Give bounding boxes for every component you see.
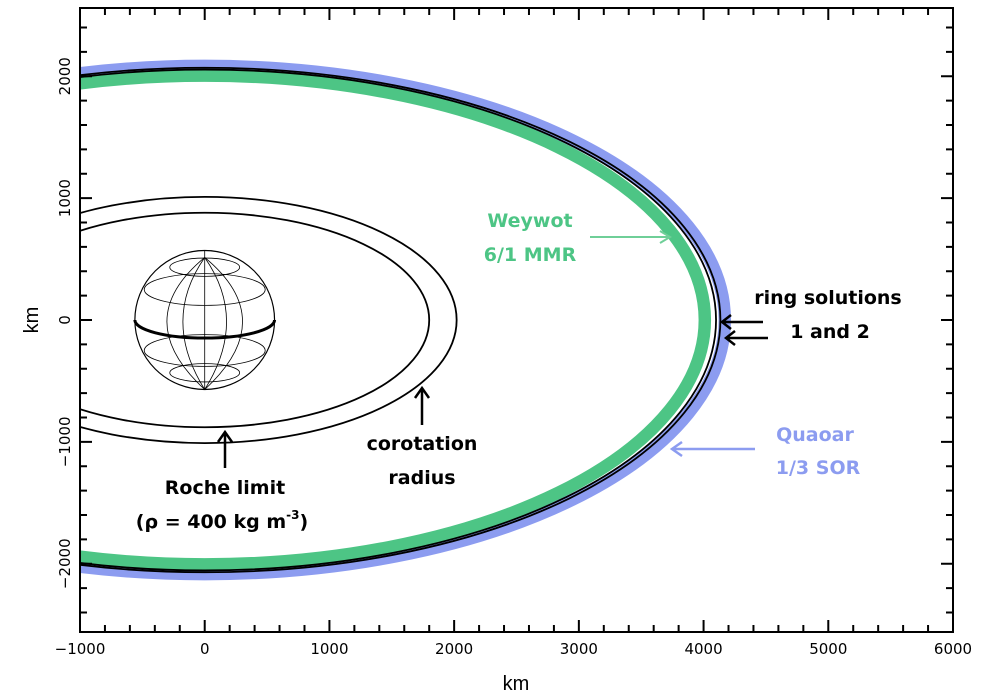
meridian-line — [204, 257, 227, 390]
ring-solution-1-arrow-icon — [719, 314, 763, 330]
corotation-label-2: radius — [388, 467, 455, 489]
ring-solution-2-arrow-icon — [723, 330, 768, 346]
ring-solutions-annotation: ring solutions 1 and 2 — [719, 287, 902, 346]
y-axis-label: km — [21, 307, 43, 334]
quaoar-annotation: Quaoar 1/3 SOR — [669, 424, 861, 479]
ring-solutions-label-2: 1 and 2 — [790, 321, 870, 343]
roche-annotation: Roche limit (ρ = 400 kg m-3) — [136, 429, 308, 533]
roche-density-label: (ρ = 400 kg m-3) — [136, 508, 308, 533]
y-tick-label: −2000 — [56, 538, 74, 589]
weywot-label: Weywot — [487, 210, 572, 232]
ring-solution-1-ellipse — [80, 68, 717, 572]
meridian-line — [166, 257, 205, 390]
corotation-annotation: corotation radius — [367, 385, 478, 489]
quaoar-label: Quaoar — [776, 424, 854, 446]
weywot-arrow-icon — [590, 230, 672, 244]
quaoar-body-globe — [133, 249, 277, 391]
y-tick-label: 0 — [56, 315, 74, 325]
roche-label: Roche limit — [165, 477, 285, 499]
weywot-label-2: 6/1 MMR — [484, 244, 577, 266]
y-tick-label: −1000 — [56, 417, 74, 468]
y-tick-label: 1000 — [56, 179, 74, 217]
axis-ticks: −1000 0 1000 2000 3000 4000 5000 6000 −2000 −1000… — [55, 8, 972, 658]
orbit-ellipses — [80, 66, 722, 574]
x-tick-label: 0 — [200, 640, 210, 658]
roche-arrow-icon — [216, 429, 234, 468]
corotation-radius-ellipse — [80, 196, 458, 444]
x-tick-label: 6000 — [934, 640, 972, 658]
roche-limit-ellipse — [80, 211, 431, 429]
meridian-line — [182, 257, 206, 390]
ring-solutions-label: ring solutions — [754, 287, 902, 309]
x-tick-label: 3000 — [560, 640, 598, 658]
resonance-bands — [80, 59, 731, 581]
x-tick-label: 1000 — [310, 640, 348, 658]
weywot-6-1-mmr-ellipse — [80, 69, 711, 571]
x-tick-label: 5000 — [809, 640, 847, 658]
x-tick-label: 4000 — [684, 640, 722, 658]
meridian-line — [204, 257, 243, 390]
x-axis-label: km — [503, 673, 530, 695]
x-tick-label: 2000 — [435, 640, 473, 658]
corotation-label: corotation — [367, 433, 478, 455]
ring-solution-2-ellipse — [80, 66, 722, 574]
y-tick-label: 2000 — [56, 57, 74, 95]
weywot-annotation: Weywot 6/1 MMR — [484, 210, 672, 266]
quaoar-1-3-sor-ellipse — [80, 59, 731, 581]
quaoar-arrow-icon — [669, 440, 755, 458]
quaoar-label-2: 1/3 SOR — [776, 457, 861, 479]
corotation-arrow-icon — [413, 385, 431, 425]
x-tick-label: −1000 — [55, 640, 106, 658]
